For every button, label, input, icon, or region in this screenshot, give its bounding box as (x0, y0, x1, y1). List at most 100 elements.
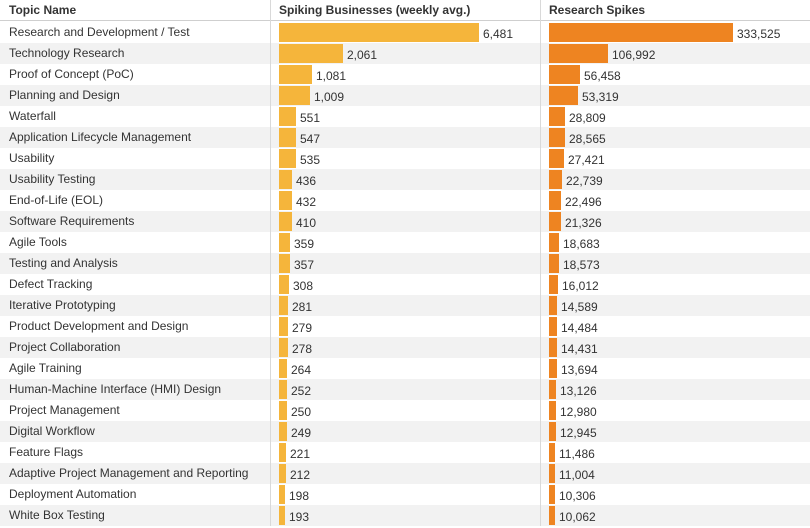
topic-label[interactable]: Deployment Automation (9, 487, 137, 501)
table-row (0, 337, 810, 358)
businesses-bar[interactable] (279, 170, 292, 189)
research-spikes-value-label: 12,980 (560, 405, 597, 419)
businesses-bar[interactable] (279, 401, 287, 420)
table-row (0, 358, 810, 379)
topic-label[interactable]: Project Collaboration (9, 340, 121, 354)
research-spikes-bar[interactable] (549, 380, 556, 399)
businesses-bar[interactable] (279, 149, 296, 168)
topic-label[interactable]: Research and Development / Test (9, 25, 190, 39)
research-spikes-bar[interactable] (549, 233, 559, 252)
research-spikes-bar[interactable] (549, 212, 561, 231)
topic-label[interactable]: Usability (9, 151, 55, 165)
topic-label[interactable]: Application Lifecycle Management (9, 130, 192, 144)
businesses-bar[interactable] (279, 296, 288, 315)
businesses-bar[interactable] (279, 107, 296, 126)
research-spikes-bar[interactable] (549, 359, 557, 378)
businesses-bar[interactable] (279, 464, 286, 483)
topic-label[interactable]: Product Development and Design (9, 319, 189, 333)
businesses-bar[interactable] (279, 212, 292, 231)
businesses-bar[interactable] (279, 422, 287, 441)
research-spikes-bar[interactable] (549, 254, 559, 273)
topic-label[interactable]: Agile Training (9, 361, 82, 375)
table-row (0, 421, 810, 442)
research-spikes-value-label: 14,484 (561, 321, 598, 335)
businesses-value-label: 249 (291, 426, 312, 440)
businesses-bar[interactable] (279, 275, 289, 294)
research-spikes-bar[interactable] (549, 191, 561, 210)
research-spikes-bar[interactable] (549, 296, 557, 315)
topic-label[interactable]: Digital Workflow (9, 424, 95, 438)
topic-label[interactable]: Project Management (9, 403, 120, 417)
table-row (0, 127, 810, 148)
businesses-bar[interactable] (279, 44, 343, 63)
businesses-bar[interactable] (279, 506, 285, 525)
businesses-value-label: 212 (290, 468, 311, 482)
businesses-value-label: 193 (289, 510, 310, 524)
research-spikes-bar[interactable] (549, 23, 733, 42)
research-spikes-bar[interactable] (549, 443, 555, 462)
research-spikes-bar[interactable] (549, 275, 558, 294)
topic-label[interactable]: Waterfall (9, 109, 56, 123)
table-row (0, 190, 810, 211)
header-topic-name[interactable]: Topic Name (9, 3, 77, 17)
topic-label[interactable]: Planning and Design (9, 88, 120, 102)
research-spikes-value-label: 14,589 (561, 300, 598, 314)
research-spikes-bar[interactable] (549, 86, 578, 105)
businesses-bar[interactable] (279, 254, 290, 273)
research-spikes-bar[interactable] (549, 128, 565, 147)
businesses-value-label: 6,481 (483, 27, 514, 41)
research-spikes-bar[interactable] (549, 464, 555, 483)
businesses-bar[interactable] (279, 233, 290, 252)
businesses-value-label: 252 (291, 384, 312, 398)
businesses-bar[interactable] (279, 128, 296, 147)
businesses-bar[interactable] (279, 65, 312, 84)
businesses-value-label: 436 (296, 174, 317, 188)
businesses-bar[interactable] (279, 338, 288, 357)
topic-label[interactable]: Testing and Analysis (9, 256, 118, 270)
topic-label[interactable]: Feature Flags (9, 445, 84, 459)
research-spikes-bar[interactable] (549, 506, 555, 525)
businesses-bar[interactable] (279, 317, 288, 336)
table-row (0, 211, 810, 232)
research-spikes-value-label: 18,573 (563, 258, 600, 272)
research-spikes-bar[interactable] (549, 65, 580, 84)
businesses-value-label: 357 (294, 258, 315, 272)
research-spikes-bar[interactable] (549, 317, 557, 336)
research-spikes-value-label: 21,326 (565, 216, 602, 230)
research-spikes-value-label: 333,525 (737, 27, 781, 41)
businesses-bar[interactable] (279, 359, 287, 378)
topic-label[interactable]: End-of-Life (EOL) (9, 193, 104, 207)
research-spikes-bar[interactable] (549, 485, 555, 504)
topic-label[interactable]: Proof of Concept (PoC) (9, 67, 134, 81)
research-spikes-bar[interactable] (549, 107, 565, 126)
businesses-bar[interactable] (279, 86, 310, 105)
businesses-bar[interactable] (279, 380, 287, 399)
businesses-value-label: 250 (291, 405, 312, 419)
topic-label[interactable]: Adaptive Project Management and Reportin… (9, 466, 249, 480)
research-spikes-bar[interactable] (549, 44, 608, 63)
topic-label[interactable]: White Box Testing (9, 508, 105, 522)
topic-label[interactable]: Human-Machine Interface (HMI) Design (9, 382, 222, 396)
table-row (0, 379, 810, 400)
header-research-spikes[interactable]: Research Spikes (549, 3, 646, 17)
businesses-bar[interactable] (279, 485, 285, 504)
header-divider (0, 20, 810, 21)
topic-label[interactable]: Technology Research (9, 46, 125, 60)
research-spikes-bar[interactable] (549, 149, 564, 168)
research-spikes-bar[interactable] (549, 422, 556, 441)
research-spikes-value-label: 10,062 (559, 510, 596, 524)
topic-label[interactable]: Defect Tracking (9, 277, 93, 291)
research-spikes-bar[interactable] (549, 338, 557, 357)
businesses-value-label: 279 (292, 321, 313, 335)
research-spikes-value-label: 10,306 (559, 489, 596, 503)
topic-label[interactable]: Usability Testing (9, 172, 96, 186)
topic-label[interactable]: Agile Tools (9, 235, 67, 249)
businesses-bar[interactable] (279, 23, 479, 42)
businesses-bar[interactable] (279, 443, 286, 462)
header-spiking-businesses[interactable]: Spiking Businesses (weekly avg.) (279, 3, 471, 17)
research-spikes-bar[interactable] (549, 170, 562, 189)
research-spikes-bar[interactable] (549, 401, 556, 420)
businesses-bar[interactable] (279, 191, 292, 210)
topic-label[interactable]: Software Requirements (9, 214, 135, 228)
topic-label[interactable]: Iterative Prototyping (9, 298, 116, 312)
